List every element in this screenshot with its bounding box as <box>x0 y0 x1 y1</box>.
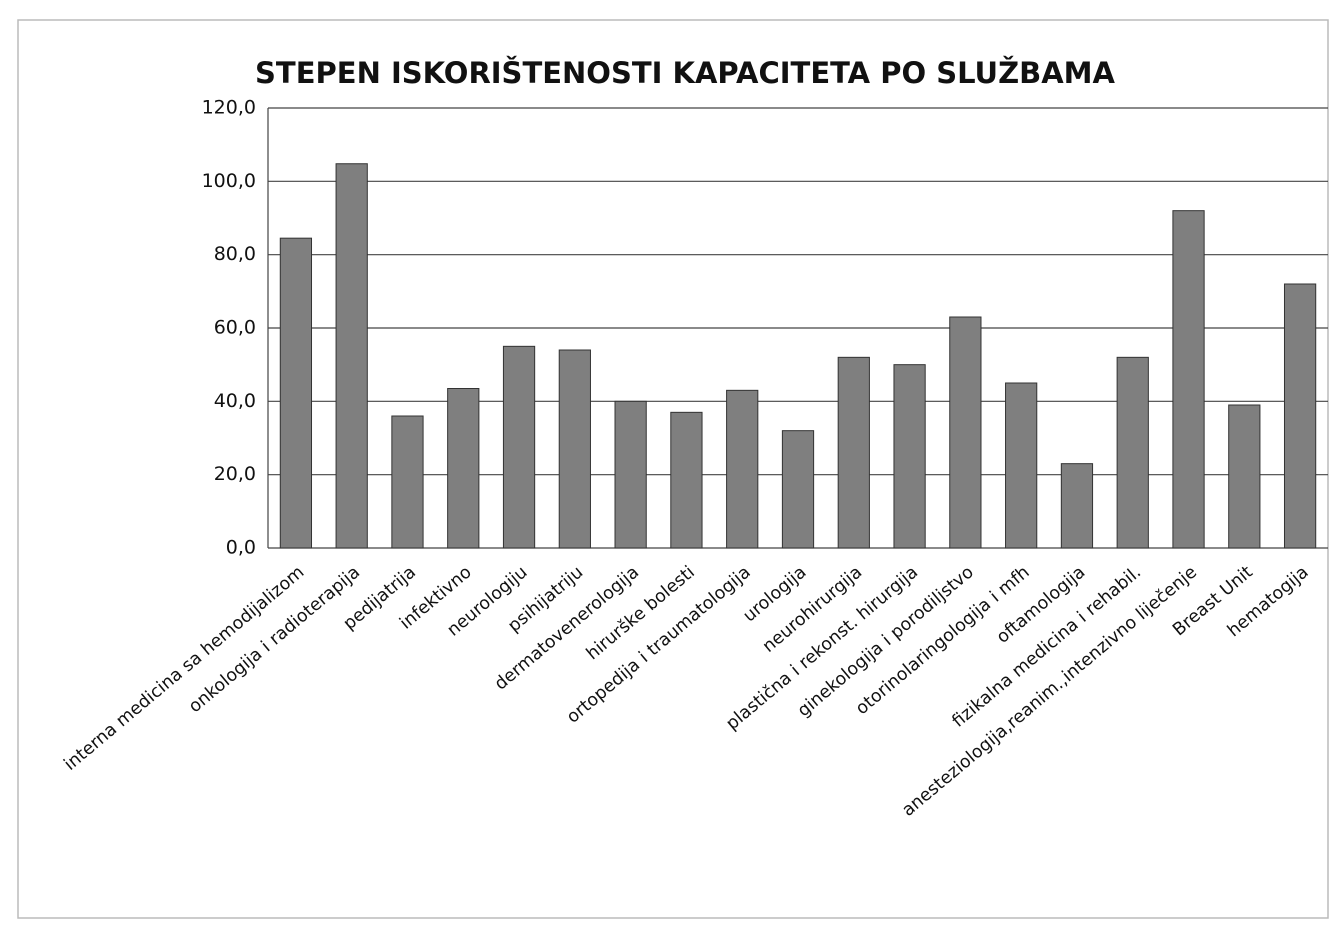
y-tick-label: 0,0 <box>226 537 256 559</box>
y-tick-label: 100,0 <box>202 170 256 192</box>
bar <box>558 349 591 549</box>
bar <box>335 163 368 549</box>
y-tick-label: 40,0 <box>214 390 256 412</box>
y-tick-label: 20,0 <box>214 463 256 485</box>
chart-title: STEPEN ISKORIŠTENOSTI KAPACITETA PO SLUŽ… <box>255 56 1115 90</box>
bar <box>670 411 703 549</box>
bar <box>614 400 647 549</box>
bar <box>1228 404 1261 549</box>
bar <box>1005 382 1038 549</box>
bar <box>1283 283 1317 549</box>
bar <box>893 364 926 549</box>
bar <box>391 415 424 549</box>
y-tick-label: 80,0 <box>214 243 256 265</box>
bar <box>726 389 759 549</box>
y-tick-label: 60,0 <box>214 317 256 339</box>
y-tick-label: 120,0 <box>202 97 256 119</box>
bar <box>1060 463 1094 549</box>
bar <box>1172 210 1205 549</box>
bar <box>1116 356 1149 549</box>
bar <box>502 345 536 549</box>
bar <box>949 316 982 549</box>
bar <box>279 237 313 549</box>
bar <box>781 430 815 549</box>
bar <box>837 356 870 549</box>
bar <box>447 388 480 549</box>
